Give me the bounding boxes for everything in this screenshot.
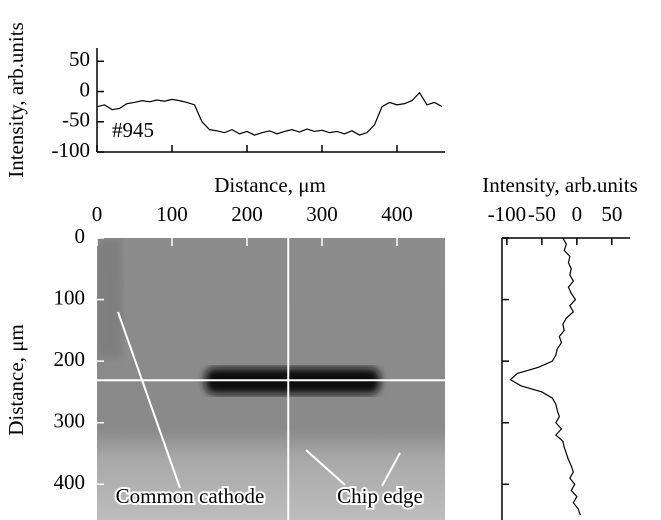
y-tick-label: 0 [80, 77, 91, 101]
y-axis-label: Distance, μm [4, 324, 28, 436]
x-tick-label: -50 [528, 202, 556, 226]
x-axis-label: Intensity, arb.units [482, 173, 638, 197]
annotation: Chip edge [337, 484, 423, 508]
y-axis-label: Intensity, arb.units [4, 22, 28, 178]
annotation: Common cathode [116, 484, 265, 508]
x-tick-label: 200 [231, 202, 263, 226]
x-tick-label: 50 [601, 202, 622, 226]
micrograph [97, 238, 445, 520]
x-tick-label: 300 [306, 202, 338, 226]
y-tick-label: 200 [54, 347, 86, 371]
x-axis-label: Distance, μm [214, 173, 326, 197]
x-tick-label: 0 [92, 202, 103, 226]
x-tick-label: -100 [488, 202, 527, 226]
y-tick-label: 0 [75, 224, 86, 248]
profile-line [509, 237, 581, 516]
profile-line [96, 91, 443, 136]
x-tick-label: 100 [156, 202, 188, 226]
annotation: #945 [112, 118, 154, 142]
y-tick-label: 300 [54, 409, 86, 433]
y-tick-label: 400 [54, 470, 86, 494]
x-tick-label: 0 [572, 202, 583, 226]
y-tick-label: -50 [62, 108, 90, 132]
x-tick-label: 400 [381, 202, 413, 226]
y-tick-label: -100 [52, 138, 91, 162]
y-tick-label: 100 [54, 285, 86, 309]
y-tick-label: 50 [69, 47, 90, 71]
